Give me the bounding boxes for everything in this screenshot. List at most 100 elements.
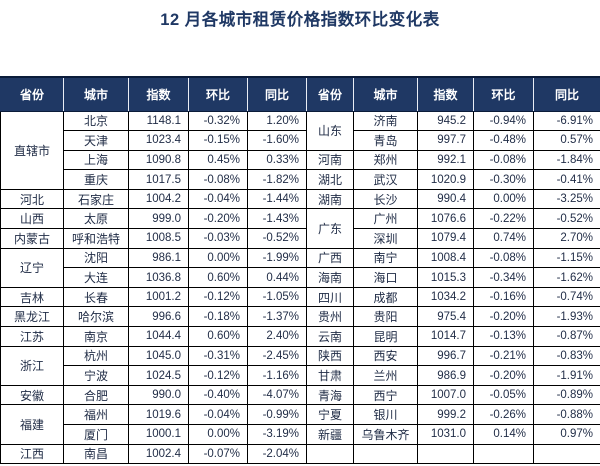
right-city-cell [353, 443, 418, 465]
left-province-cell: 河北 [0, 188, 64, 210]
right-mom-cell: 0.00% [473, 188, 534, 210]
right-province-cell: 广西 [306, 247, 354, 269]
left-mom-cell: -0.40% [188, 384, 248, 406]
table-row: 天津 1023.4 -0.15% -1.60% 青岛 997.7 -0.48% 0.57% [1, 130, 600, 151]
table-row: 大连 1036.8 0.60% 0.44% 海南 海口 1015.3 -0.34% -1.62% [1, 267, 600, 288]
left-mom-cell: -0.12% [188, 365, 248, 386]
right-index-cell: 1007.0 [417, 384, 474, 406]
left-yoy-cell: -1.05% [247, 286, 307, 308]
right-yoy-cell: -3.25% [533, 188, 600, 210]
right-index-cell: 992.1 [417, 149, 474, 171]
left-mom-cell: -0.04% [188, 188, 248, 210]
left-index-cell: 1004.2 [128, 188, 189, 210]
right-index-cell: 1079.4 [417, 228, 474, 249]
left-index-cell: 1148.1 [128, 110, 189, 132]
right-city-cell: 长沙 [353, 188, 418, 210]
right-yoy-cell: -0.52% [533, 208, 600, 230]
left-yoy-cell: -0.52% [247, 228, 307, 249]
left-mom-cell: -0.15% [188, 130, 248, 151]
left-province-cell: 辽宁 [0, 247, 64, 288]
left-index-cell: 1045.0 [128, 345, 189, 367]
left-yoy-cell: -1.60% [247, 130, 307, 151]
header-cell-left-0: 省份 [0, 76, 64, 112]
header-cell-right-0: 省份 [306, 76, 354, 112]
header-cell-left-2: 指数 [128, 76, 189, 112]
left-yoy-cell: -1.99% [247, 247, 307, 269]
left-index-cell: 1017.5 [128, 169, 189, 190]
right-province-cell: 宁夏 [306, 404, 354, 425]
header-cell-left-1: 城市 [63, 76, 129, 112]
left-province-cell: 山西 [0, 208, 64, 230]
table-header-row: 省份 城市 指数 环比 同比 省份 城市 指数 环比 同比 [0, 76, 600, 112]
table-row: 安徽 合肥 990.0 -0.40% -4.07% 青海 西宁 1007.0 -0.05% -0.… [0, 384, 600, 406]
left-mom-cell: 0.45% [188, 149, 248, 171]
right-city-cell: 海口 [353, 267, 418, 288]
right-index-cell [417, 443, 474, 465]
right-province-cell: 湖北 [306, 169, 354, 190]
right-yoy-cell: -0.87% [533, 326, 600, 347]
left-city-cell: 福州 [63, 404, 129, 425]
right-city-cell: 银川 [353, 404, 418, 425]
table-row: 厦门 1000.1 0.00% -3.19% 新疆 乌鲁木齐 1031.0 0.14% 0.97… [1, 424, 600, 445]
right-mom-cell: -0.08% [473, 149, 534, 171]
right-yoy-cell: 2.70% [533, 228, 600, 249]
right-yoy-cell: -1.93% [533, 306, 600, 328]
left-yoy-cell: 1.20% [247, 110, 307, 132]
right-mom-cell: -0.22% [473, 208, 534, 230]
right-index-cell: 999.2 [417, 404, 474, 425]
table-row: 江苏 南京 1044.4 0.60% 2.40% 云南 昆明 1014.7 -0.13% -0.8… [0, 326, 600, 347]
right-province-cell: 海南 [306, 267, 354, 288]
right-index-cell: 1020.9 [417, 169, 474, 190]
right-mom-cell: 0.14% [473, 424, 534, 445]
left-yoy-cell: -2.45% [247, 345, 307, 367]
right-city-cell: 济南 [353, 110, 418, 132]
right-yoy-cell: 0.57% [533, 130, 600, 151]
right-city-cell: 成都 [353, 286, 418, 308]
header-cell-right-1: 城市 [353, 76, 418, 112]
right-province-cell: 云南 [306, 326, 354, 347]
right-yoy-cell: -0.83% [533, 345, 600, 367]
right-province-cell: 广东 [306, 208, 354, 249]
right-index-cell: 986.9 [417, 365, 474, 386]
left-mom-cell: -0.12% [188, 286, 248, 308]
table-row: 黑龙江 哈尔滨 996.6 -0.18% -1.37% 贵州 贵阳 975.4 -0.20% -1… [0, 306, 600, 328]
right-mom-cell: -0.16% [473, 286, 534, 308]
left-index-cell: 1000.1 [128, 424, 189, 445]
table-row: 辽宁 沈阳 986.1 0.00% -1.99% 广西 南宁 1008.4 -0.08% -1.1… [0, 247, 600, 288]
right-province-cell: 陕西 [306, 345, 354, 367]
left-mom-cell: 0.60% [188, 326, 248, 347]
left-city-cell: 合肥 [63, 384, 129, 406]
left-index-cell: 1023.4 [128, 130, 189, 151]
table-row: 河北 石家庄 1004.2 -0.04% -1.44% 湖南 长沙 990.4 0.00% -3.… [0, 188, 600, 210]
left-index-cell: 1008.5 [128, 228, 189, 249]
left-province-cell: 安徽 [0, 384, 64, 406]
left-index-cell: 1002.4 [128, 443, 189, 465]
left-index-cell: 1024.5 [128, 365, 189, 386]
left-index-cell: 990.0 [128, 384, 189, 406]
left-index-cell: 1090.8 [128, 149, 189, 171]
left-yoy-cell: -4.07% [247, 384, 307, 406]
right-yoy-cell: -0.74% [533, 286, 600, 308]
left-province-cell: 黑龙江 [0, 306, 64, 328]
right-yoy-cell: -6.91% [533, 110, 600, 132]
right-yoy-cell: -1.15% [533, 247, 600, 269]
right-index-cell: 1014.7 [417, 326, 474, 347]
table-row: 内蒙古 呼和浩特 1008.5 -0.03% -0.52% 深圳 1079.4 0.74% 2.… [0, 228, 600, 249]
right-mom-cell: -0.26% [473, 404, 534, 425]
left-city-cell: 太原 [63, 208, 129, 230]
right-province-cell: 山东 [306, 110, 354, 151]
right-city-cell: 青岛 [353, 130, 418, 151]
left-mom-cell: 0.60% [188, 267, 248, 288]
right-index-cell: 1008.4 [417, 247, 474, 269]
left-mom-cell: -0.07% [188, 443, 248, 465]
right-city-cell: 西宁 [353, 384, 418, 406]
left-province-cell: 内蒙古 [0, 228, 64, 249]
table-row: 山西 太原 999.0 -0.20% -1.43% 广东 广州 1076.6 -0.22% -0.… [0, 208, 600, 249]
right-index-cell: 990.4 [417, 188, 474, 210]
left-province-cell: 福建 [0, 404, 64, 445]
right-yoy-cell: 0.97% [533, 424, 600, 445]
header-cell-left-4: 同比 [247, 76, 307, 112]
right-city-cell: 郑州 [353, 149, 418, 171]
right-city-cell: 西安 [353, 345, 418, 367]
right-province-cell: 湖南 [306, 188, 354, 210]
